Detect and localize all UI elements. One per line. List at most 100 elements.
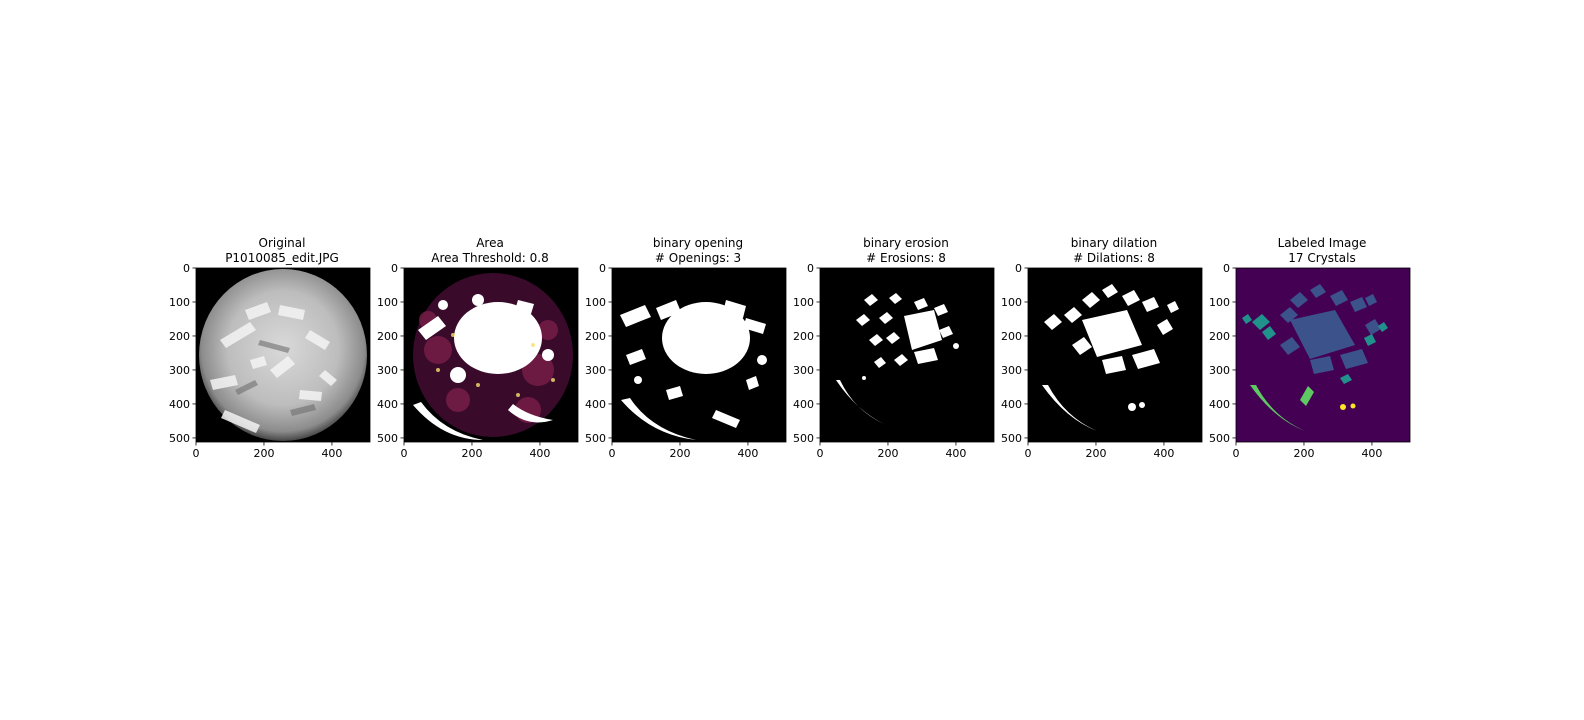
label-background — [1236, 268, 1410, 442]
x-tick-label: 200 — [461, 447, 482, 460]
title-line-1: Area — [476, 236, 504, 250]
y-tick-label: 500 — [169, 432, 190, 445]
y-tick-label: 0 — [1223, 262, 1230, 275]
title-line-1: Original — [258, 236, 306, 250]
panel-dilation: binary dilation # Dilations: 8 — [1014, 0, 1214, 720]
y-tick-label: 300 — [377, 364, 398, 377]
y-tick-label: 300 — [1001, 364, 1022, 377]
y-tick-label: 200 — [793, 330, 814, 343]
y-tick-label: 400 — [169, 398, 190, 411]
x-tick-label: 200 — [669, 447, 690, 460]
x-tick-label: 400 — [737, 447, 758, 460]
y-tick-label: 0 — [391, 262, 398, 275]
title-line-1: binary opening — [652, 236, 744, 250]
y-tick-label: 100 — [169, 296, 190, 309]
panel-title: Original P1010085_edit.JPG — [182, 236, 382, 266]
mask-white — [620, 300, 767, 440]
x-tick-label: 200 — [877, 447, 898, 460]
bright-streaks — [210, 302, 337, 433]
y-tick-label: 0 — [599, 262, 606, 275]
y-tick-label: 100 — [793, 296, 814, 309]
image-axes-dilation: 0 200 400 0 100 200 300 400 500 — [1001, 262, 1203, 460]
panel-title: binary dilation # Dilations: 8 — [1014, 236, 1214, 266]
y-tick-label: 100 — [377, 296, 398, 309]
panel-title: binary erosion # Erosions: 8 — [806, 236, 1006, 266]
speckle-red — [419, 311, 558, 423]
x-tick-label: 0 — [401, 447, 408, 460]
label-region-blue — [1280, 284, 1381, 374]
title-line-2: 17 Crystals — [1288, 251, 1356, 265]
x-tick-label: 200 — [253, 447, 274, 460]
axes-frame — [1027, 267, 1203, 443]
crystal-disc — [199, 269, 367, 441]
y-tick-label: 0 — [1015, 262, 1022, 275]
image-background — [820, 268, 994, 442]
axes-frame — [195, 267, 371, 443]
panel-labeled: Labeled Image 17 Crystals — [1222, 0, 1422, 720]
label-region-teal — [1242, 314, 1388, 384]
panel-erosion: binary erosion # Erosions: 8 — [806, 0, 1006, 720]
y-tick-label: 500 — [585, 432, 606, 445]
x-tick-label: 400 — [1153, 447, 1174, 460]
y-tick-label: 400 — [1209, 398, 1230, 411]
y-tick-label: 200 — [377, 330, 398, 343]
dark-streaks — [235, 340, 316, 416]
axes-frame — [611, 267, 787, 443]
y-tick-label: 300 — [1209, 364, 1230, 377]
x-tick-label: 0 — [1233, 447, 1240, 460]
y-tick-label: 200 — [169, 330, 190, 343]
image-axes-area: 0 200 400 0 100 200 300 400 500 — [377, 262, 579, 460]
x-tick-label: 0 — [609, 447, 616, 460]
panel-title: Labeled Image 17 Crystals — [1222, 236, 1422, 266]
image-axes-erosion: 0 200 400 0 100 200 300 400 500 — [793, 262, 995, 460]
title-line-2: # Erosions: 8 — [866, 251, 946, 265]
y-tick-label: 0 — [807, 262, 814, 275]
y-tick-label: 200 — [585, 330, 606, 343]
mask-white — [836, 293, 959, 424]
label-region-yellow — [1340, 403, 1356, 410]
y-tick-label: 100 — [1209, 296, 1230, 309]
title-line-2: P1010085_edit.JPG — [225, 251, 339, 265]
mask-white — [1042, 284, 1179, 431]
x-tick-label: 0 — [193, 447, 200, 460]
y-tick-label: 200 — [1001, 330, 1022, 343]
image-axes-opening: 0 200 400 0 100 200 300 400 500 — [585, 262, 787, 460]
label-region-green — [1250, 385, 1314, 431]
x-tick-label: 200 — [1085, 447, 1106, 460]
y-tick-label: 400 — [1001, 398, 1022, 411]
panel-title: binary opening # Openings: 3 — [598, 236, 798, 266]
y-tick-label: 300 — [169, 364, 190, 377]
y-tick-label: 0 — [183, 262, 190, 275]
title-line-1: Labeled Image — [1277, 236, 1367, 250]
x-tick-label: 400 — [1361, 447, 1382, 460]
panel-opening: binary opening # Openings: 3 — [598, 0, 798, 720]
y-tick-label: 400 — [377, 398, 398, 411]
title-line-2: Area Threshold: 0.8 — [431, 251, 549, 265]
image-axes-labeled: 0 200 400 0 100 200 300 400 500 — [1209, 262, 1411, 460]
y-tick-label: 200 — [1209, 330, 1230, 343]
axes-frame — [403, 267, 579, 443]
x-tick-label: 400 — [945, 447, 966, 460]
x-tick-label: 400 — [529, 447, 550, 460]
y-tick-label: 100 — [585, 296, 606, 309]
mask-white — [413, 294, 554, 440]
x-tick-label: 0 — [1025, 447, 1032, 460]
image-background — [1028, 268, 1202, 442]
axes-frame — [1235, 267, 1411, 443]
y-tick-label: 300 — [793, 364, 814, 377]
y-tick-label: 500 — [1001, 432, 1022, 445]
panel-title: Area Area Threshold: 0.8 — [390, 236, 590, 266]
panel-area: Area Area Threshold: 0.8 — [390, 0, 590, 720]
y-tick-label: 100 — [1001, 296, 1022, 309]
y-tick-label: 500 — [793, 432, 814, 445]
x-tick-label: 0 — [817, 447, 824, 460]
y-tick-label: 500 — [377, 432, 398, 445]
x-tick-label: 400 — [321, 447, 342, 460]
title-line-1: binary erosion — [863, 236, 949, 250]
x-tick-label: 200 — [1293, 447, 1314, 460]
axes-frame — [819, 267, 995, 443]
y-tick-label: 400 — [585, 398, 606, 411]
panel-original: Original P1010085_edit.JPG — [182, 0, 382, 720]
y-tick-label: 400 — [793, 398, 814, 411]
y-tick-label: 300 — [585, 364, 606, 377]
